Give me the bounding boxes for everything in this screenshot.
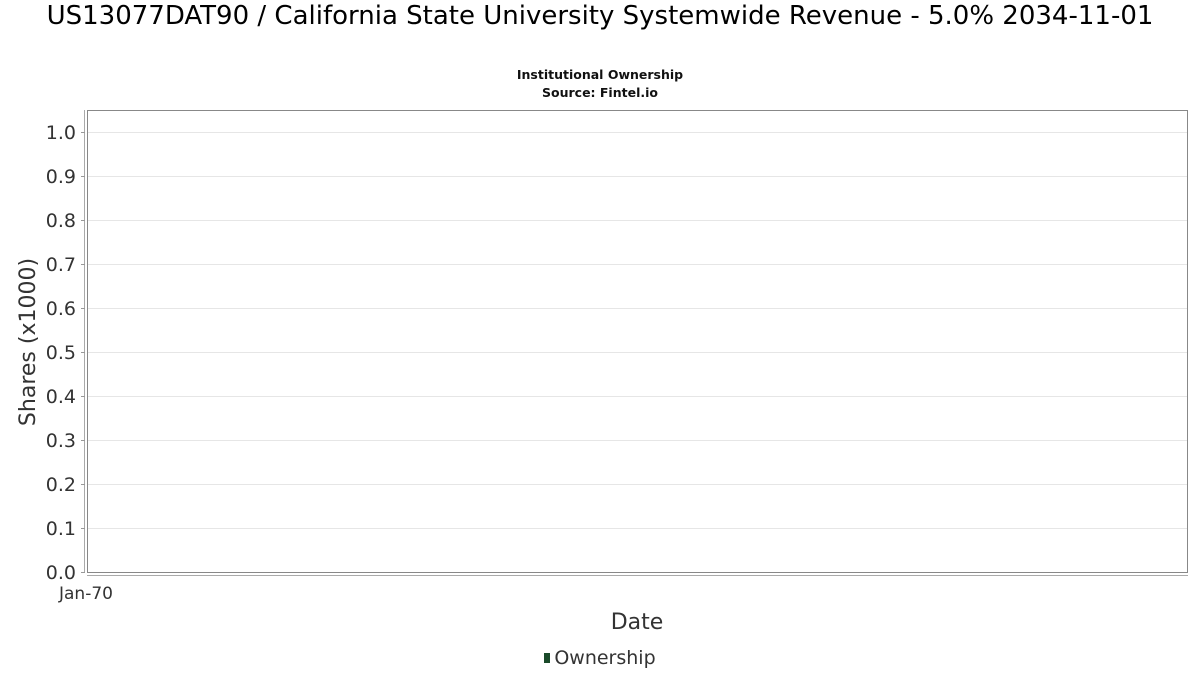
- y-tick-label: 0.4: [46, 386, 76, 408]
- y-tick-label: 0.3: [46, 430, 76, 452]
- y-tick-label: 0.9: [46, 166, 76, 188]
- y-tick-label: 0.1: [46, 518, 76, 540]
- legend-label-ownership: Ownership: [554, 647, 656, 669]
- y-tick-label: 0.6: [46, 298, 76, 320]
- y-tick-label: 0.2: [46, 474, 76, 496]
- y-axis-label: Shares (x1000): [16, 258, 41, 426]
- y-tick-label: 1.0: [46, 122, 76, 144]
- chart-subtitle-source: Source: Fintel.io: [542, 85, 658, 100]
- plot-area-frame: [87, 110, 1188, 573]
- y-tick-label: 0.0: [46, 562, 76, 584]
- legend-swatch-ownership: [544, 653, 551, 663]
- grid-layer: [88, 132, 1187, 529]
- x-axis-label: Date: [611, 610, 664, 635]
- x-tick-label: Jan-70: [58, 584, 113, 604]
- y-tick-label: 0.8: [46, 210, 76, 232]
- chart-title: US13077DAT90 / California State Universi…: [46, 1, 1154, 31]
- y-tick-label: 0.7: [46, 254, 76, 276]
- x-tick-labels: Jan-70: [58, 584, 113, 604]
- chart-subtitle-ownership: Institutional Ownership: [516, 67, 684, 82]
- y-tick-label: 0.5: [46, 342, 76, 364]
- legend: Ownership: [0, 647, 1200, 669]
- y-tick-labels: 0.0 0.1 0.2 0.3 0.4 0.5 0.6 0.7 0.8 0.9 1.0: [46, 122, 85, 584]
